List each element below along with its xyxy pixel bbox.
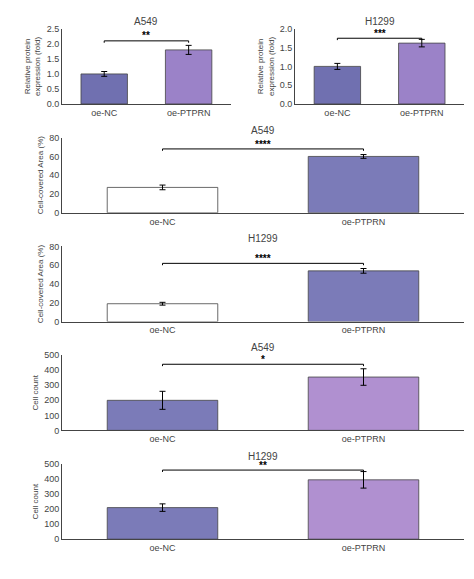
- svg-text:40: 40: [49, 170, 59, 180]
- svg-text:2.0: 2.0: [280, 24, 293, 34]
- svg-text:H1299: H1299: [365, 16, 395, 27]
- svg-text:oe-PTPRN: oe-PTPRN: [167, 108, 211, 118]
- svg-text:300: 300: [44, 489, 59, 499]
- svg-text:oe-NC: oe-NC: [324, 108, 351, 118]
- svg-text:2.5: 2.5: [47, 24, 60, 34]
- svg-text:oe-NC: oe-NC: [91, 108, 118, 118]
- svg-text:0.0: 0.0: [280, 99, 293, 109]
- svg-text:0: 0: [54, 317, 59, 327]
- svg-text:500: 500: [44, 350, 59, 360]
- svg-text:Cell count: Cell count: [31, 374, 40, 410]
- svg-text:100: 100: [44, 519, 59, 529]
- svg-text:60: 60: [49, 260, 59, 270]
- svg-text:oe-PTPRN: oe-PTPRN: [342, 543, 386, 553]
- svg-text:500: 500: [44, 459, 59, 469]
- svg-text:0.0: 0.0: [47, 99, 60, 109]
- svg-text:80: 80: [49, 133, 59, 143]
- svg-text:oe-PTPRN: oe-PTPRN: [342, 434, 386, 444]
- svg-text:*: *: [261, 354, 265, 365]
- svg-text:**: **: [259, 460, 267, 471]
- svg-text:0.5: 0.5: [47, 84, 60, 94]
- svg-text:Cell count: Cell count: [31, 483, 40, 519]
- svg-text:oe-NC: oe-NC: [149, 543, 176, 553]
- svg-text:100: 100: [44, 410, 59, 420]
- svg-text:200: 200: [44, 504, 59, 514]
- svg-text:A549: A549: [251, 342, 275, 353]
- svg-text:1.5: 1.5: [47, 54, 60, 64]
- svg-text:oe-PTPRN: oe-PTPRN: [400, 108, 444, 118]
- svg-text:1.0: 1.0: [47, 69, 60, 79]
- svg-text:oe-NC: oe-NC: [149, 434, 176, 444]
- svg-text:oe-NC: oe-NC: [149, 217, 176, 227]
- svg-text:20: 20: [49, 298, 59, 308]
- svg-text:1.0: 1.0: [280, 62, 293, 72]
- svg-text:80: 80: [49, 242, 59, 252]
- svg-text:1.5: 1.5: [280, 43, 293, 53]
- svg-text:oe-NC: oe-NC: [149, 325, 176, 335]
- svg-text:2.0: 2.0: [47, 39, 60, 49]
- svg-text:0.5: 0.5: [280, 80, 293, 90]
- svg-text:oe-PTPRN: oe-PTPRN: [342, 217, 386, 227]
- svg-text:oe-PTPRN: oe-PTPRN: [342, 325, 386, 335]
- svg-text:**: **: [142, 30, 150, 41]
- svg-text:300: 300: [44, 380, 59, 390]
- svg-text:***: ***: [374, 28, 386, 39]
- svg-text:A549: A549: [251, 125, 275, 136]
- svg-text:0: 0: [54, 534, 59, 544]
- svg-text:400: 400: [44, 474, 59, 484]
- svg-text:Relative proteinexpression (fo: Relative proteinexpression (fold): [256, 37, 275, 96]
- svg-text:****: ****: [255, 253, 271, 264]
- svg-text:Cell-covered Area (%): Cell-covered Area (%): [36, 245, 45, 324]
- svg-text:H1299: H1299: [248, 233, 278, 244]
- svg-text:0: 0: [54, 208, 59, 218]
- svg-text:Cell-covered Area (%): Cell-covered Area (%): [36, 136, 45, 215]
- svg-text:40: 40: [49, 279, 59, 289]
- svg-text:A549: A549: [134, 16, 158, 27]
- svg-text:Relative proteinexpression (fo: Relative proteinexpression (fold): [23, 37, 42, 96]
- svg-text:60: 60: [49, 152, 59, 162]
- svg-text:0: 0: [54, 426, 59, 436]
- svg-text:200: 200: [44, 395, 59, 405]
- svg-text:H1299: H1299: [248, 451, 278, 462]
- svg-text:20: 20: [49, 189, 59, 199]
- svg-text:****: ****: [255, 139, 271, 150]
- svg-text:400: 400: [44, 365, 59, 375]
